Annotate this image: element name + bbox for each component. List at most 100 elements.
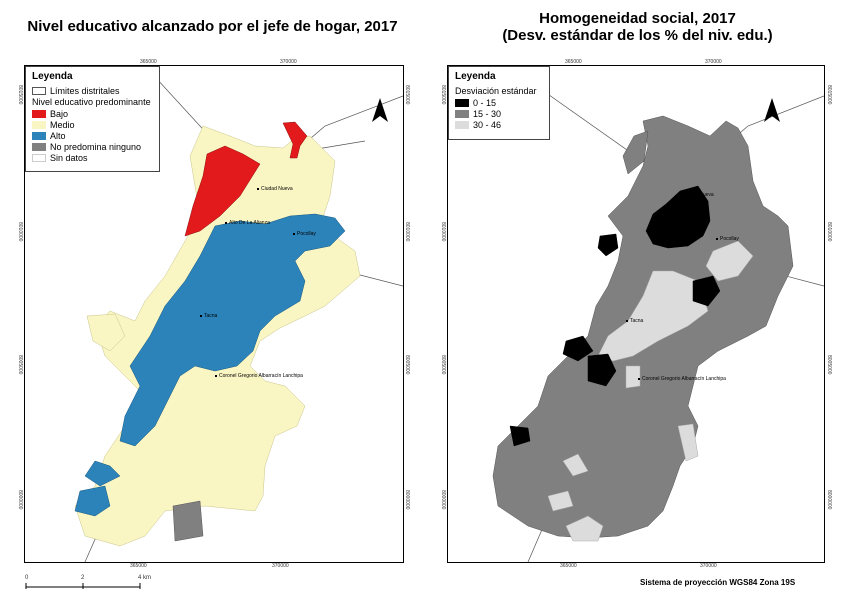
right-right-tick-1: 8015000 <box>826 85 832 105</box>
right-left-tick-4: 8000000 <box>440 490 446 510</box>
right-left-tick-3: 8005000 <box>440 355 446 375</box>
legend-swatch-sin-datos <box>32 153 46 162</box>
legend-heading: Leyenda <box>455 71 496 82</box>
left-left-tick-1: 8015000 <box>17 85 23 105</box>
right-top-tick-1: 365000 <box>565 59 582 65</box>
place-label-pocollay: Pocollay <box>293 231 316 237</box>
legend-subheading: Nivel educativo predominante <box>32 97 151 107</box>
right-left-tick-1: 8015000 <box>440 85 446 105</box>
place-label-alto-alianza: Alto De La Alianza <box>650 226 695 232</box>
sd-0-15-area <box>587 353 617 387</box>
legend-row-medio: Medio <box>32 119 153 130</box>
right-right-tick-2: 8010000 <box>826 222 832 242</box>
legend-swatch-no-predomina <box>32 142 46 151</box>
legend-label-bajo: Bajo <box>50 108 69 119</box>
left-legend: Leyenda Límites distritales Nivel educat… <box>25 66 160 172</box>
legend-row-30-46: 30 - 46 <box>455 119 543 130</box>
legend-row-boundary: Límites distritales <box>32 85 153 96</box>
legend-swatch-15-30 <box>455 109 469 118</box>
legend-row-15-30: 15 - 30 <box>455 108 543 119</box>
scale-label-0: 0 <box>25 575 29 581</box>
right-right-tick-4: 8000000 <box>826 490 832 510</box>
legend-label-15-30: 15 - 30 <box>473 108 502 119</box>
place-label-pocollay: Pocollay <box>716 236 739 242</box>
sd-0-15-area <box>562 335 594 362</box>
no-predomina-area <box>172 500 204 542</box>
no-predomina-zones <box>172 500 204 542</box>
legend-row-bajo: Bajo <box>32 108 153 119</box>
legend-label-no-predomina: No predomina ninguno <box>50 141 142 152</box>
legend-label-medio: Medio <box>50 119 75 130</box>
right-map-frame: Ciudad Nueva Alto De La Alianza Pocollay… <box>447 65 825 563</box>
left-top-tick-1: 365000 <box>140 59 157 65</box>
legend-label-30-46: 30 - 46 <box>473 119 502 130</box>
legend-swatch-30-46 <box>455 120 469 129</box>
right-right-tick-3: 8005000 <box>826 355 832 375</box>
scale-bar-graphic <box>25 583 141 589</box>
sd-30-46-area <box>625 365 641 389</box>
legend-swatch-bajo <box>32 109 46 118</box>
right-bottom-tick-1: 365000 <box>560 563 577 569</box>
sd-30-46-area <box>677 423 699 462</box>
left-left-tick-2: 8010000 <box>17 222 23 242</box>
right-bottom-tick-2: 370000 <box>700 563 717 569</box>
legend-swatch-medio <box>32 120 46 129</box>
medio-area <box>86 313 126 352</box>
legend-row-no-predomina: No predomina ninguno <box>32 141 153 152</box>
sd-0-15-area <box>597 233 619 257</box>
right-map-title-line1: Homogeneidad social, 2017 <box>539 10 736 27</box>
left-right-tick-1: 8015000 <box>404 85 410 105</box>
legend-row-alto: Alto <box>32 130 153 141</box>
left-right-tick-3: 8005000 <box>404 355 410 375</box>
left-map-title-text: Nivel educativo alcanzado por el jefe de… <box>27 18 398 35</box>
right-left-tick-2: 8010000 <box>440 222 446 242</box>
left-top-tick-2: 370000 <box>280 59 297 65</box>
right-map-title-line2: (Desv. estándar de los % del niv. edu.) <box>502 27 773 44</box>
sd-15-30-area <box>622 130 649 175</box>
legend-label-alto: Alto <box>50 130 66 141</box>
legend-swatch-alto <box>32 131 46 140</box>
sd-30-46-area <box>565 515 604 542</box>
scale-label-4: 4 km <box>138 575 152 581</box>
left-bottom-tick-1: 365000 <box>130 563 147 569</box>
place-label-coronel: Coronel Gregorio Albarracín Lanchipa <box>215 373 303 379</box>
sd-0-15-area <box>692 275 721 307</box>
place-label-tacna: Tacna <box>200 313 217 319</box>
right-legend: Leyenda Desviación estándar 0 - 15 15 - … <box>448 66 550 140</box>
bajo-zones <box>184 121 308 237</box>
north-arrow-icon <box>764 98 780 122</box>
legend-row-0-15: 0 - 15 <box>455 97 543 108</box>
legend-label-sin-datos: Sin datos <box>50 152 88 163</box>
scale-bar: 0 2 4 km <box>22 573 162 595</box>
scale-label-2: 2 <box>81 575 85 581</box>
projection-footer: Sistema de proyección WGS84 Zona 19S <box>640 578 796 587</box>
left-right-tick-4: 8000000 <box>404 490 410 510</box>
place-label-alto-alianza: Alto De La Alianza <box>225 220 270 226</box>
left-left-tick-3: 8005000 <box>17 355 23 375</box>
legend-subheading: Desviación estándar <box>455 86 537 96</box>
left-map-title: Nivel educativo alcanzado por el jefe de… <box>0 18 425 35</box>
bajo-area <box>184 145 261 237</box>
alto-zones <box>74 213 346 517</box>
alto-area <box>119 213 346 447</box>
left-map-frame: Ciudad Nueva Alto De La Alianza Pocollay… <box>24 65 404 563</box>
alto-area <box>84 460 121 487</box>
sd-30-46-area <box>547 490 574 512</box>
bajo-area <box>282 121 308 159</box>
place-label-coronel: Coronel Gregorio Albarracín Lanchipa <box>638 376 726 382</box>
legend-row-sin-datos: Sin datos <box>32 152 153 163</box>
north-arrow-icon <box>372 98 388 122</box>
sd-0-15-area <box>509 425 531 447</box>
legend-heading: Leyenda <box>32 71 73 82</box>
sd-30-46-area <box>562 453 589 477</box>
alto-area <box>74 485 111 517</box>
sd-0-15-zones <box>509 185 721 447</box>
right-top-tick-2: 370000 <box>705 59 722 65</box>
right-map-canvas <box>492 66 824 562</box>
left-map-canvas <box>74 66 403 562</box>
left-bottom-tick-2: 370000 <box>272 563 289 569</box>
place-label-tacna: Tacna <box>626 318 643 324</box>
place-label-ciudad-nueva: Ciudad Nueva <box>678 192 714 198</box>
place-label-ciudad-nueva: Ciudad Nueva <box>257 186 293 192</box>
right-map-title: Homogeneidad social, 2017 (Desv. estánda… <box>425 10 850 44</box>
